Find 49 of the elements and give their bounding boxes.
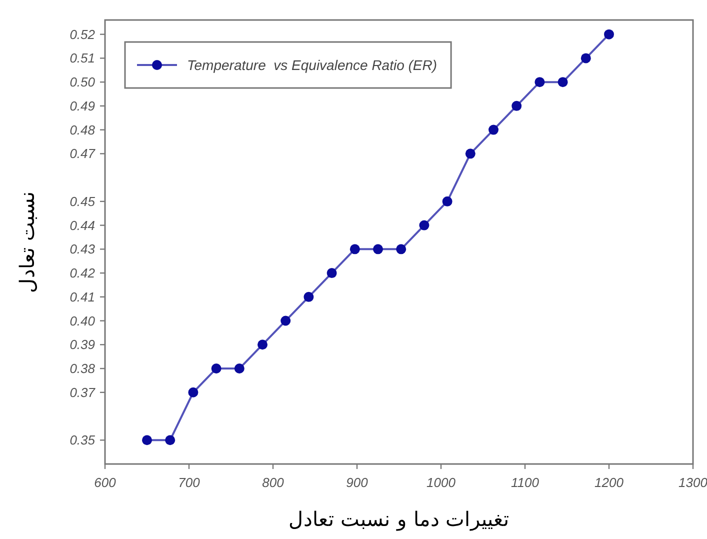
point xyxy=(534,77,545,88)
y-tick-label: 0.40 xyxy=(70,313,96,328)
point xyxy=(258,340,268,350)
point xyxy=(304,292,314,302)
y-tick-label: 0.48 xyxy=(70,122,96,138)
x-tick-label: 1200 xyxy=(594,475,624,490)
point xyxy=(604,29,614,40)
point xyxy=(165,435,176,446)
point xyxy=(234,364,244,374)
x-tick-label: 800 xyxy=(262,475,285,490)
y-tick-label: 0.42 xyxy=(70,266,96,281)
x-tick-label: 900 xyxy=(346,475,369,490)
point xyxy=(419,220,430,230)
point xyxy=(350,244,360,254)
point xyxy=(211,364,222,374)
y-tick-label: 0.35 xyxy=(70,432,96,448)
y-tick-label: 0.50 xyxy=(70,74,96,90)
x-tick-label: 1000 xyxy=(426,475,456,490)
point xyxy=(188,387,198,398)
y-tick-label: 0.49 xyxy=(70,98,95,114)
x-axis-title: تغییرات دما و نسبت تعادل xyxy=(288,507,510,531)
y-tick-label: 0.37 xyxy=(70,384,96,400)
legend: Temperature vs Equivalence Ratio (ER) xyxy=(124,41,452,89)
point xyxy=(558,77,568,88)
y-tick-label: 0.45 xyxy=(70,194,96,209)
x-tick-label: 600 xyxy=(94,475,117,490)
y-tick-label: 0.47 xyxy=(70,146,96,162)
point xyxy=(442,196,452,206)
point xyxy=(488,124,498,135)
point xyxy=(512,100,522,111)
x-tick-label: 1100 xyxy=(511,475,540,490)
y-axis-title: نسبت تعادل xyxy=(15,190,39,294)
y-tick-label: 0.43 xyxy=(70,242,96,257)
y-tick-label: 0.44 xyxy=(70,218,95,233)
point xyxy=(280,316,291,326)
point xyxy=(326,268,337,278)
point xyxy=(373,244,383,254)
point xyxy=(580,53,591,64)
y-tick-label: 0.38 xyxy=(70,361,96,376)
y-tick-label: 0.41 xyxy=(70,289,95,304)
x-tick-label: 1300 xyxy=(678,475,707,490)
y-tick-label: 0.52 xyxy=(70,26,96,42)
point xyxy=(142,435,152,446)
y-tick-label: 0.39 xyxy=(70,337,95,352)
point xyxy=(396,244,406,254)
legend-label: Temperature vs Equivalence Ratio (ER) xyxy=(187,57,438,73)
x-tick-label: 700 xyxy=(178,475,201,490)
y-tick-label: 0.51 xyxy=(70,50,95,66)
point xyxy=(465,148,476,159)
